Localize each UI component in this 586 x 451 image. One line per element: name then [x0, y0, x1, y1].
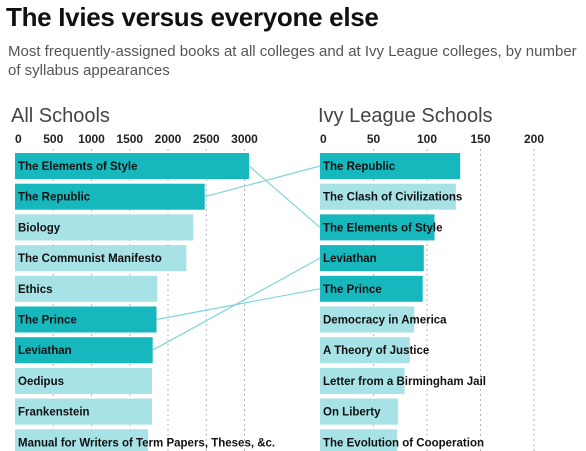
bar-all-schools[interactable]	[15, 337, 153, 364]
tick-label-ivy-league: 0	[320, 132, 327, 146]
bar-ivy-league[interactable]	[320, 214, 435, 241]
bar-label-ivy-league: Letter from a Birmingham Jail	[323, 376, 486, 388]
bar-ivy-league[interactable]	[320, 306, 415, 333]
tick-label-all-schools: 0	[15, 132, 22, 146]
tick-label-ivy-league: 100	[417, 132, 437, 146]
bar-ivy-league[interactable]	[320, 153, 461, 179]
connector-line	[204, 165, 321, 198]
bar-label-all-schools: The Prince	[18, 315, 77, 327]
tick-label-all-schools: 1000	[78, 132, 105, 146]
bar-label-all-schools: Manual for Writers of Term Papers, These…	[18, 437, 275, 449]
bar-label-all-schools: The Communist Manifesto	[18, 253, 162, 265]
tick-label-ivy-league: 200	[524, 132, 544, 146]
bar-ivy-league[interactable]	[320, 337, 410, 364]
bar-label-ivy-league: Democracy in America	[323, 315, 447, 327]
bar-label-ivy-league: Leviathan	[323, 253, 377, 265]
bar-all-schools[interactable]	[15, 367, 152, 394]
bar-ivy-league[interactable]	[320, 275, 423, 302]
connector-line	[156, 288, 321, 321]
tick-label-all-schools: 3000	[231, 132, 258, 146]
bar-all-schools[interactable]	[15, 214, 194, 241]
tick-label-all-schools: 500	[43, 132, 63, 146]
chart-title: The Ivies versus everyone else	[6, 2, 379, 32]
bar-label-ivy-league: A Theory of Justice	[323, 345, 429, 357]
bar-label-all-schools: Leviathan	[18, 345, 72, 357]
bar-label-ivy-league: On Liberty	[323, 407, 381, 419]
tick-label-ivy-league: 50	[367, 132, 381, 146]
bar-label-ivy-league: The Clash of Civilizations	[323, 192, 462, 204]
tick-label-all-schools: 2000	[155, 132, 182, 146]
bar-label-all-schools: Oedipus	[18, 376, 64, 388]
bar-label-ivy-league: The Prince	[323, 284, 382, 296]
bar-all-schools[interactable]	[15, 429, 149, 451]
bar-label-all-schools: Ethics	[18, 284, 53, 296]
bar-ivy-league[interactable]	[320, 429, 398, 451]
bar-ivy-league[interactable]	[320, 398, 399, 425]
bar-all-schools[interactable]	[15, 153, 250, 179]
bar-all-schools[interactable]	[15, 245, 187, 272]
tick-label-all-schools: 2500	[193, 132, 220, 146]
bar-all-schools[interactable]	[15, 306, 157, 333]
bar-label-ivy-league: The Evolution of Cooperation	[323, 437, 484, 449]
bar-ivy-league[interactable]	[320, 367, 405, 394]
connector-line	[152, 257, 321, 351]
bar-ivy-league[interactable]	[320, 245, 424, 272]
bar-label-all-schools: The Elements of Style	[18, 161, 138, 173]
panel-title-ivy-league: Ivy League Schools	[318, 105, 493, 127]
tick-label-ivy-league: 150	[470, 132, 490, 146]
connector-line	[248, 165, 321, 228]
bar-label-all-schools: Frankenstein	[18, 407, 90, 419]
bar-label-all-schools: Biology	[18, 222, 61, 234]
tick-label-all-schools: 1500	[116, 132, 143, 146]
bar-all-schools[interactable]	[15, 183, 205, 210]
bar-label-all-schools: The Republic	[18, 192, 91, 204]
panel-title-all-schools: All Schools	[11, 105, 110, 127]
bar-label-ivy-league: The Republic	[323, 161, 396, 173]
chart-subtitle: Most frequently-assigned books at all co…	[8, 43, 577, 79]
bar-all-schools[interactable]	[15, 275, 158, 302]
bar-all-schools[interactable]	[15, 398, 152, 425]
bar-ivy-league[interactable]	[320, 183, 456, 210]
bar-label-ivy-league: The Elements of Style	[323, 222, 443, 234]
